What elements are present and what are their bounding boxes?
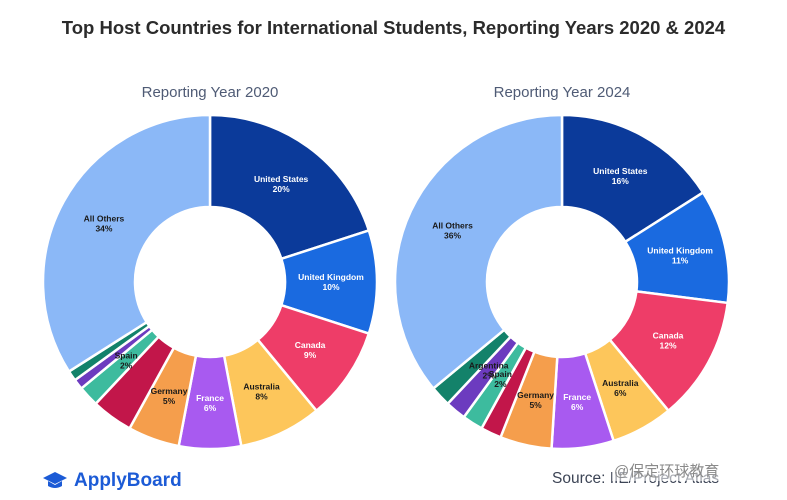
slice-label-united-states-2024: United States 16% (593, 166, 648, 186)
slice-label-germany-2020: Germany 5% (151, 386, 188, 406)
slice-label-france-2020: France 6% (196, 393, 224, 413)
slice-label-australia-2020: Australia 8% (243, 381, 280, 401)
slice-label-all-others-2020: All Others 34% (84, 214, 125, 234)
donut-chart-2024: United States 16% United Kingdom 11% Canada 1… (393, 113, 731, 451)
slice-label-all-others-2024: All Others 36% (432, 220, 473, 240)
subtitle-2024: Reporting Year 2024 (493, 84, 631, 101)
slice-label-france-2024: France 6% (563, 392, 591, 412)
donut-chart-2020: United States 20% United Kingdom 10% Canada 9… (41, 113, 379, 451)
chart-title: Top Host Countries for International Stu… (61, 17, 726, 38)
slice-label-united-states-2020: United States 20% (254, 174, 309, 194)
brand-name: ApplyBoard (74, 470, 182, 491)
slice-label-germany-2024: Germany 5% (517, 390, 554, 410)
brand-logo: ApplyBoard (42, 468, 182, 494)
slice-all-others-2024 (393, 113, 564, 391)
slice-all-others-2020 (41, 113, 212, 374)
slice-label-argentina-2024: Argentina 2% (469, 361, 509, 381)
slice-label-canada-2024: Canada 12% (653, 330, 684, 350)
slice-label-spain-2020: Spain 2% (115, 351, 138, 371)
slice-label-canada-2020: Canada 9% (295, 340, 326, 360)
graduation-cap-icon (43, 472, 67, 488)
watermark: @保定环球教育 (612, 460, 722, 481)
slice-united-states-2020 (208, 113, 371, 261)
slice-label-spain-2024: Spain 2% (489, 369, 512, 389)
subtitle-2020: Reporting Year 2020 (141, 84, 279, 101)
slice-label-australia-2024: Australia 6% (602, 378, 639, 398)
slice-label-united-kingdom-2020: United Kingdom 10% (298, 272, 364, 292)
slice-label-united-kingdom-2024: United Kingdom 11% (647, 246, 713, 266)
slice-united-states-2024 (560, 113, 705, 244)
